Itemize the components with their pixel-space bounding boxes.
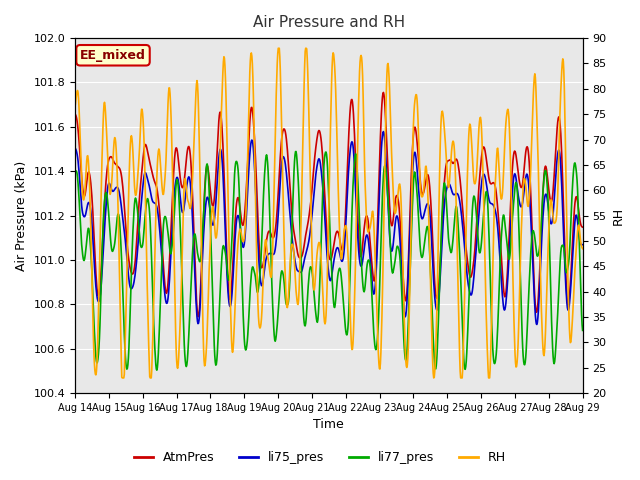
Line: li75_pres: li75_pres bbox=[75, 132, 582, 324]
RH bbox=[275, 46, 282, 51]
RH bbox=[296, 272, 303, 278]
AtmPres bbox=[295, 254, 303, 260]
li77_pres bbox=[277, 273, 285, 279]
li77_pres bbox=[579, 327, 586, 333]
li75_pres bbox=[276, 178, 284, 184]
X-axis label: Time: Time bbox=[314, 419, 344, 432]
AtmPres bbox=[123, 239, 131, 244]
li77_pres bbox=[477, 244, 485, 250]
li75_pres bbox=[71, 145, 79, 151]
li75_pres bbox=[295, 268, 303, 274]
AtmPres bbox=[420, 185, 428, 191]
RH bbox=[579, 246, 586, 252]
Text: EE_mixed: EE_mixed bbox=[80, 49, 146, 62]
Y-axis label: RH: RH bbox=[612, 206, 625, 225]
li77_pres bbox=[71, 170, 79, 176]
li77_pres bbox=[296, 213, 303, 218]
Line: li77_pres: li77_pres bbox=[75, 152, 582, 370]
RH bbox=[118, 375, 126, 381]
AtmPres bbox=[71, 111, 79, 117]
li75_pres bbox=[380, 129, 387, 134]
AtmPres bbox=[380, 90, 387, 96]
AtmPres bbox=[579, 224, 586, 230]
RH bbox=[124, 250, 131, 256]
li77_pres bbox=[468, 217, 476, 223]
RH bbox=[278, 109, 285, 115]
li77_pres bbox=[123, 366, 131, 372]
li75_pres bbox=[420, 212, 428, 217]
RH bbox=[477, 118, 485, 123]
AtmPres bbox=[477, 159, 485, 165]
Line: RH: RH bbox=[75, 48, 582, 378]
li77_pres bbox=[153, 367, 161, 373]
RH bbox=[71, 104, 79, 109]
AtmPres bbox=[195, 314, 202, 320]
li75_pres bbox=[477, 192, 484, 198]
RH bbox=[468, 143, 476, 149]
Title: Air Pressure and RH: Air Pressure and RH bbox=[253, 15, 405, 30]
Y-axis label: Air Pressure (kPa): Air Pressure (kPa) bbox=[15, 160, 28, 271]
RH bbox=[420, 174, 428, 180]
li75_pres bbox=[579, 242, 586, 248]
li77_pres bbox=[292, 149, 300, 155]
Line: AtmPres: AtmPres bbox=[75, 93, 582, 317]
Legend: AtmPres, li75_pres, li77_pres, RH: AtmPres, li75_pres, li77_pres, RH bbox=[129, 446, 511, 469]
li75_pres bbox=[533, 322, 541, 327]
li77_pres bbox=[420, 239, 428, 245]
AtmPres bbox=[277, 146, 285, 152]
AtmPres bbox=[468, 271, 476, 277]
li75_pres bbox=[123, 254, 131, 260]
li75_pres bbox=[467, 292, 475, 298]
